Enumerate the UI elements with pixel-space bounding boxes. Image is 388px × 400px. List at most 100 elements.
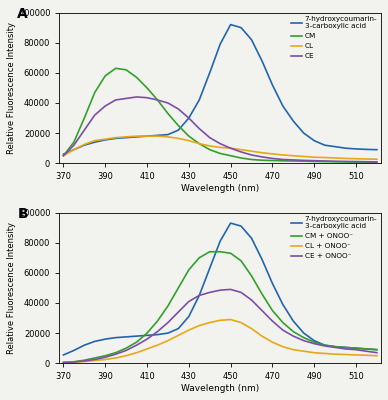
7-hydroxycoumarin-
3-carboxylic acid (281, 104, 285, 108)
7-hydroxycoumarin-
3-carboxylic acid (155, 133, 160, 138)
Line: CE + ONOO⁻: CE + ONOO⁻ (63, 290, 377, 362)
7-hydroxycoumarin-
3-carboxylic acid (207, 70, 212, 75)
CM (249, 157, 254, 162)
CM (166, 111, 170, 116)
CE (218, 141, 222, 146)
CE + ONOO⁻ (207, 290, 212, 295)
7-hydroxycoumarin-
3-carboxylic acid (218, 239, 222, 244)
CE + ONOO⁻ (124, 348, 128, 353)
CE + ONOO⁻ (155, 329, 160, 334)
CL + ONOO⁻ (113, 356, 118, 360)
CL + ONOO⁻ (197, 323, 202, 328)
CL (312, 155, 317, 160)
7-hydroxycoumarin-
3-carboxylic acid (176, 128, 181, 132)
CM + ONOO⁻ (218, 249, 222, 254)
CM + ONOO⁻ (207, 249, 212, 254)
CE + ONOO⁻ (312, 341, 317, 346)
CM (218, 151, 222, 156)
7-hydroxycoumarin-
3-carboxylic acid (92, 339, 97, 344)
CL (322, 155, 327, 160)
CM (281, 158, 285, 163)
7-hydroxycoumarin-
3-carboxylic acid (166, 331, 170, 336)
7-hydroxycoumarin-
3-carboxylic acid (270, 82, 275, 87)
CE (364, 159, 369, 164)
CL + ONOO⁻ (353, 352, 358, 357)
CL (301, 154, 306, 159)
7-hydroxycoumarin-
3-carboxylic acid (364, 346, 369, 351)
CM (260, 158, 264, 163)
7-hydroxycoumarin-
3-carboxylic acid (124, 334, 128, 339)
CM (228, 153, 233, 158)
CL (71, 147, 76, 152)
7-hydroxycoumarin-
3-carboxylic acid (343, 146, 348, 150)
CM + ONOO⁻ (343, 345, 348, 350)
7-hydroxycoumarin-
3-carboxylic acid (218, 42, 222, 46)
CM + ONOO⁻ (228, 251, 233, 256)
CM (197, 141, 202, 146)
CM + ONOO⁻ (92, 356, 97, 360)
CL + ONOO⁻ (134, 350, 139, 355)
Legend: 7-hydroxycoumarin-
3-carboxylic acid, CM + ONOO⁻, CL + ONOO⁻, CE + ONOO⁻: 7-hydroxycoumarin- 3-carboxylic acid, CM… (288, 213, 380, 262)
CM + ONOO⁻ (239, 258, 243, 263)
7-hydroxycoumarin-
3-carboxylic acid (82, 143, 87, 148)
7-hydroxycoumarin-
3-carboxylic acid (176, 326, 181, 331)
CE (239, 150, 243, 154)
7-hydroxycoumarin-
3-carboxylic acid (333, 144, 338, 149)
CM + ONOO⁻ (82, 358, 87, 363)
CE + ONOO⁻ (145, 337, 149, 342)
CE (312, 158, 317, 163)
7-hydroxycoumarin-
3-carboxylic acid (322, 143, 327, 148)
CM (103, 74, 107, 78)
7-hydroxycoumarin-
3-carboxylic acid (239, 224, 243, 228)
CL (291, 153, 296, 158)
7-hydroxycoumarin-
3-carboxylic acid (124, 135, 128, 140)
CM (343, 160, 348, 164)
CM + ONOO⁻ (260, 292, 264, 296)
CE (322, 158, 327, 163)
CL + ONOO⁻ (103, 357, 107, 362)
7-hydroxycoumarin-
3-carboxylic acid (92, 140, 97, 144)
CL + ONOO⁻ (301, 349, 306, 354)
CE (71, 143, 76, 148)
CL + ONOO⁻ (92, 358, 97, 363)
CL (353, 156, 358, 161)
CM (113, 66, 118, 71)
7-hydroxycoumarin-
3-carboxylic acid (197, 98, 202, 102)
CE (249, 152, 254, 157)
CM + ONOO⁻ (176, 286, 181, 290)
CM (312, 159, 317, 164)
CM (82, 116, 87, 120)
CL (207, 144, 212, 148)
7-hydroxycoumarin-
3-carboxylic acid (155, 332, 160, 337)
CL (61, 153, 66, 158)
CE (176, 106, 181, 111)
CE (103, 104, 107, 108)
CL + ONOO⁻ (71, 360, 76, 364)
CL (92, 138, 97, 143)
CL (187, 138, 191, 143)
CE (260, 154, 264, 159)
7-hydroxycoumarin-
3-carboxylic acid (197, 293, 202, 298)
CL + ONOO⁻ (343, 352, 348, 357)
7-hydroxycoumarin-
3-carboxylic acid (353, 146, 358, 151)
7-hydroxycoumarin-
3-carboxylic acid (353, 346, 358, 350)
CL (281, 152, 285, 157)
CM (155, 98, 160, 102)
CM (145, 86, 149, 90)
CE (343, 159, 348, 164)
Line: CM: CM (63, 68, 377, 162)
CL (270, 152, 275, 156)
7-hydroxycoumarin-
3-carboxylic acid (239, 25, 243, 30)
CM (134, 75, 139, 80)
CL (134, 134, 139, 138)
CL + ONOO⁻ (155, 343, 160, 348)
CL + ONOO⁻ (374, 353, 379, 358)
CE (92, 113, 97, 118)
CL + ONOO⁻ (249, 326, 254, 331)
CL + ONOO⁻ (333, 352, 338, 357)
CM + ONOO⁻ (166, 304, 170, 308)
CE (124, 96, 128, 101)
CL + ONOO⁻ (291, 347, 296, 352)
CM + ONOO⁻ (364, 346, 369, 351)
7-hydroxycoumarin-
3-carboxylic acid (134, 134, 139, 139)
